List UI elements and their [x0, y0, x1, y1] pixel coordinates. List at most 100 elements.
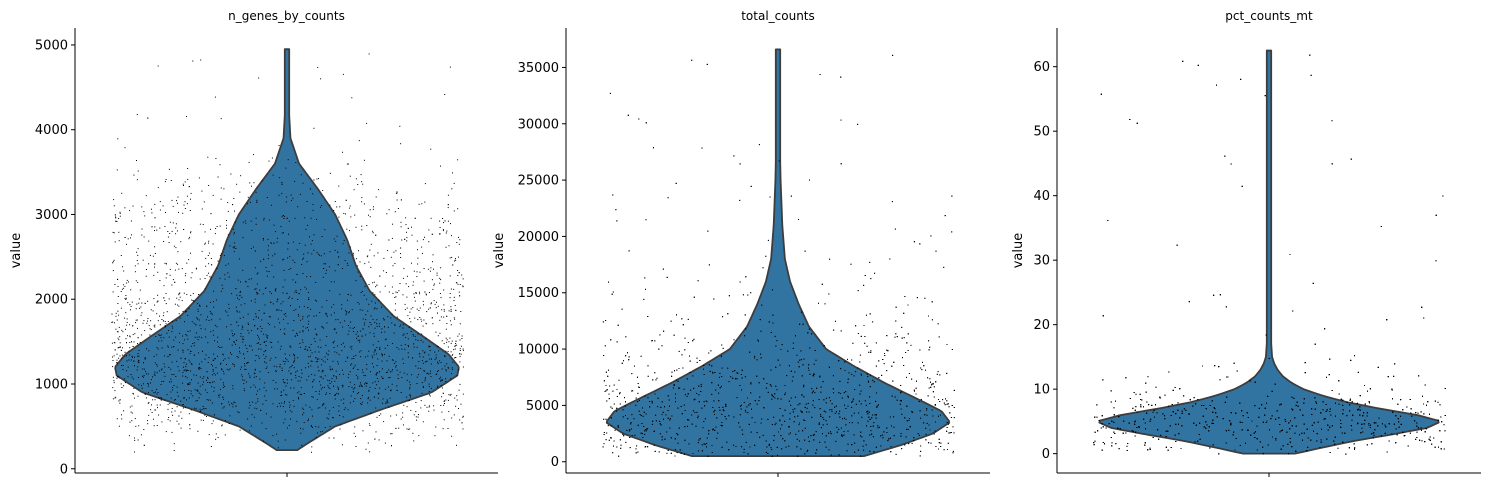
data-point [292, 279, 294, 281]
data-point [323, 268, 325, 269]
data-point [387, 326, 389, 328]
data-point [119, 355, 121, 357]
data-point [458, 408, 459, 409]
data-point [327, 379, 329, 381]
data-point [265, 428, 267, 430]
data-point [191, 363, 193, 365]
data-point [801, 394, 803, 396]
data-point [361, 229, 363, 231]
data-point [287, 297, 289, 299]
data-point [320, 384, 322, 386]
data-point [440, 385, 442, 387]
data-point [129, 335, 131, 337]
data-point [114, 241, 116, 243]
data-point [141, 206, 143, 208]
data-point [684, 337, 686, 339]
data-point [198, 368, 200, 370]
data-point [172, 279, 174, 281]
data-point [448, 245, 450, 247]
data-point [605, 320, 607, 321]
data-point [153, 373, 155, 375]
data-point [257, 400, 259, 402]
data-point [315, 426, 317, 428]
data-point [355, 226, 357, 228]
panel-title: n_genes_by_counts [228, 9, 345, 23]
data-point [455, 357, 457, 358]
data-point [428, 391, 430, 392]
data-point [116, 319, 118, 321]
data-point [390, 317, 392, 319]
data-point [205, 389, 207, 391]
data-point [347, 294, 349, 295]
data-point [337, 319, 339, 321]
data-point [376, 384, 378, 386]
data-point [382, 398, 384, 400]
data-point [453, 210, 455, 212]
data-point [281, 402, 283, 404]
data-point [410, 394, 412, 396]
data-point [369, 322, 371, 323]
data-point [282, 360, 284, 362]
data-point [351, 309, 353, 311]
data-point [159, 280, 161, 281]
data-point [143, 320, 145, 322]
data-point [645, 413, 647, 415]
data-point [828, 397, 830, 399]
data-point [461, 274, 463, 276]
data-point [373, 332, 375, 334]
data-point [629, 447, 631, 449]
data-point [177, 366, 179, 368]
data-point [365, 382, 367, 384]
data-point [263, 239, 264, 241]
data-point [137, 395, 139, 397]
data-point [293, 367, 295, 369]
data-point [188, 308, 190, 310]
data-point [404, 309, 406, 311]
data-point [233, 401, 235, 403]
data-point [428, 345, 430, 347]
data-point [239, 311, 241, 313]
data-point [356, 393, 358, 395]
data-point [256, 273, 258, 275]
data-point [114, 342, 116, 344]
data-point [806, 407, 808, 409]
data-point [750, 431, 752, 433]
data-point [215, 228, 217, 229]
data-point [395, 366, 397, 368]
data-point [175, 319, 177, 321]
data-point [623, 435, 625, 437]
data-point [686, 395, 688, 397]
data-point [348, 312, 350, 314]
data-point [426, 373, 428, 374]
data-point [456, 344, 458, 346]
data-point [326, 352, 328, 354]
data-point [388, 239, 390, 241]
data-point [210, 331, 212, 333]
data-point [146, 269, 147, 270]
data-point [418, 435, 420, 437]
data-point [116, 359, 118, 361]
data-point [186, 262, 188, 264]
data-point [344, 346, 346, 348]
data-point [217, 176, 219, 178]
data-point [919, 243, 921, 245]
data-point [440, 405, 442, 406]
data-point [300, 432, 302, 434]
data-point [293, 360, 295, 362]
data-point [247, 322, 249, 324]
data-point [433, 284, 435, 286]
data-point [450, 308, 452, 310]
data-point [214, 358, 216, 360]
data-point [327, 354, 329, 356]
data-point [170, 180, 172, 181]
data-point [227, 202, 229, 203]
data-point [458, 243, 460, 245]
data-point [274, 253, 276, 255]
data-point [208, 272, 209, 274]
data-point [158, 334, 160, 336]
data-point [164, 226, 166, 227]
data-point [127, 366, 129, 368]
data-point [215, 367, 217, 369]
data-point [131, 234, 132, 236]
data-point [789, 412, 791, 414]
